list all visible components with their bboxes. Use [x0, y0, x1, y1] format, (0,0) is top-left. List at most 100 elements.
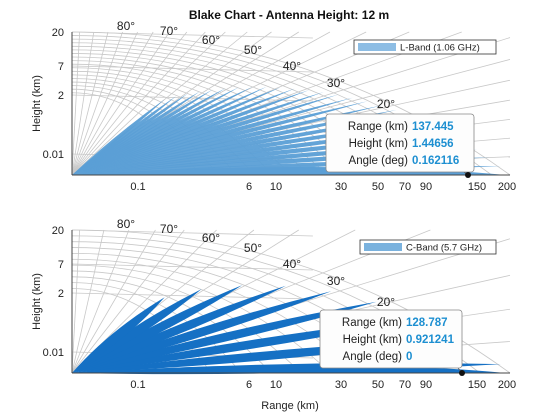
y-tick-label: 2 [58, 90, 64, 102]
legend-label: L-Band (1.06 GHz) [400, 43, 480, 54]
x-tick-label: 70 [399, 379, 411, 391]
datatip-label: Range (km) [348, 121, 408, 133]
datatip-marker [459, 370, 465, 376]
datatip-label: Range (km) [342, 317, 402, 329]
y-tick-label: 20 [52, 27, 64, 39]
legend-label: C-Band (5.7 GHz) [406, 243, 482, 254]
lobe [72, 94, 339, 175]
lobe [72, 99, 165, 175]
y-tick-label: 7 [58, 61, 64, 73]
angle-label: 30° [327, 274, 345, 288]
angle-ray [71, 229, 130, 374]
angle-label: 50° [244, 43, 262, 57]
angle-ray [71, 229, 81, 374]
y-axis-label: Height (km) [31, 75, 43, 132]
angle-ray [71, 229, 105, 374]
datatip-label: Height (km) [343, 334, 403, 346]
angle-ray [71, 31, 170, 176]
x-tick-label: 30 [335, 181, 347, 193]
angle-ray [71, 31, 123, 176]
angle-label: 60° [202, 33, 220, 47]
lobe [72, 88, 295, 175]
angle-ray [71, 31, 188, 176]
angle-label: 60° [202, 231, 220, 245]
angle-label: 70° [160, 24, 178, 38]
angle-label: 80° [117, 217, 135, 231]
lobe [72, 297, 165, 373]
datatip-value: 128.787 [406, 317, 448, 329]
datatip-label: Angle (deg) [343, 351, 403, 363]
lobe [72, 301, 377, 373]
lobe [72, 285, 243, 373]
x-tick-label: 90 [420, 379, 432, 391]
watermark: 知乎 @牛斯托洛夫斯坦 [418, 389, 542, 404]
angle-ray [71, 31, 138, 176]
height-gridline [71, 229, 313, 237]
x-tick-label: 150 [468, 181, 486, 193]
height-gridline [71, 94, 313, 102]
angle-ray [71, 31, 206, 176]
x-tick-label: 6 [246, 181, 252, 193]
y-axis-label: Height (km) [31, 273, 43, 330]
x-tick-label: 6 [246, 379, 252, 391]
lobe [72, 289, 202, 373]
angle-label: 30° [327, 76, 345, 90]
x-tick-label: 10 [270, 181, 282, 193]
x-tick-label: 150 [468, 379, 486, 391]
angle-label: 40° [283, 257, 301, 271]
chart-panel-2: 20 7 2 0.01 0.1 6 10 30 50 70 90 150 200 80° 70° 60° 50°… [31, 217, 516, 412]
angle-label: 70° [160, 222, 178, 236]
datatip-value: 0 [406, 351, 412, 363]
legend-swatch [364, 243, 402, 251]
datatip-value: 0.921241 [406, 334, 455, 346]
y-tick-label: 0.01 [43, 347, 64, 359]
x-tick-label: 30 [335, 379, 347, 391]
angle-label: 50° [244, 241, 262, 255]
x-axis-label: Range (km) [261, 400, 318, 412]
height-gridline [71, 65, 313, 73]
datatip-label: Height (km) [349, 138, 409, 150]
x-tick-label: 200 [498, 379, 516, 391]
lobe [72, 89, 310, 175]
datatip-value: 0.162116 [412, 155, 459, 167]
datatip-box [325, 113, 475, 173]
range-arc [71, 276, 272, 374]
x-tick-label: 0.1 [130, 181, 145, 193]
datatip-box [319, 309, 463, 369]
angle-ray [71, 229, 185, 374]
angle-ray [71, 229, 156, 374]
figure-title: Blake Chart - Antenna Height: 12 m [189, 8, 389, 22]
datatip-label: Angle (deg) [349, 155, 409, 167]
lobe [72, 291, 332, 373]
y-tick-label: 2 [58, 288, 64, 300]
datatip-value: 137.445 [412, 121, 454, 133]
x-tick-label: 0.1 [130, 379, 145, 391]
angle-label: 80° [117, 19, 135, 33]
datatip-value: 1.44656 [412, 138, 454, 150]
angle-ray [71, 31, 109, 176]
y-tick-label: 7 [58, 259, 64, 271]
lobe [72, 285, 286, 373]
x-tick-label: 50 [372, 181, 384, 193]
angle-label: 20° [377, 295, 395, 309]
legend[interactable]: C-Band (5.7 GHz) [359, 239, 497, 255]
lobe [72, 101, 368, 175]
angle-label: 20° [377, 97, 395, 111]
lobe [72, 97, 354, 175]
height-gridline [71, 31, 313, 39]
x-tick-label: 200 [498, 181, 516, 193]
x-tick-label: 90 [420, 181, 432, 193]
x-tick-label: 70 [399, 181, 411, 193]
lobe [72, 105, 383, 175]
y-tick-label: 0.01 [43, 149, 64, 161]
legend-swatch [358, 43, 396, 51]
x-tick-label: 50 [372, 379, 384, 391]
x-tick-label: 10 [270, 379, 282, 391]
range-arc [71, 264, 332, 374]
chart-panel-1: 20 7 2 0.01 0.1 6 10 30 50 70 90 150 200 80° 70° 60° 50°… [31, 19, 516, 193]
y-tick-label: 20 [52, 225, 64, 237]
legend[interactable]: L-Band (1.06 GHz) [353, 39, 497, 55]
